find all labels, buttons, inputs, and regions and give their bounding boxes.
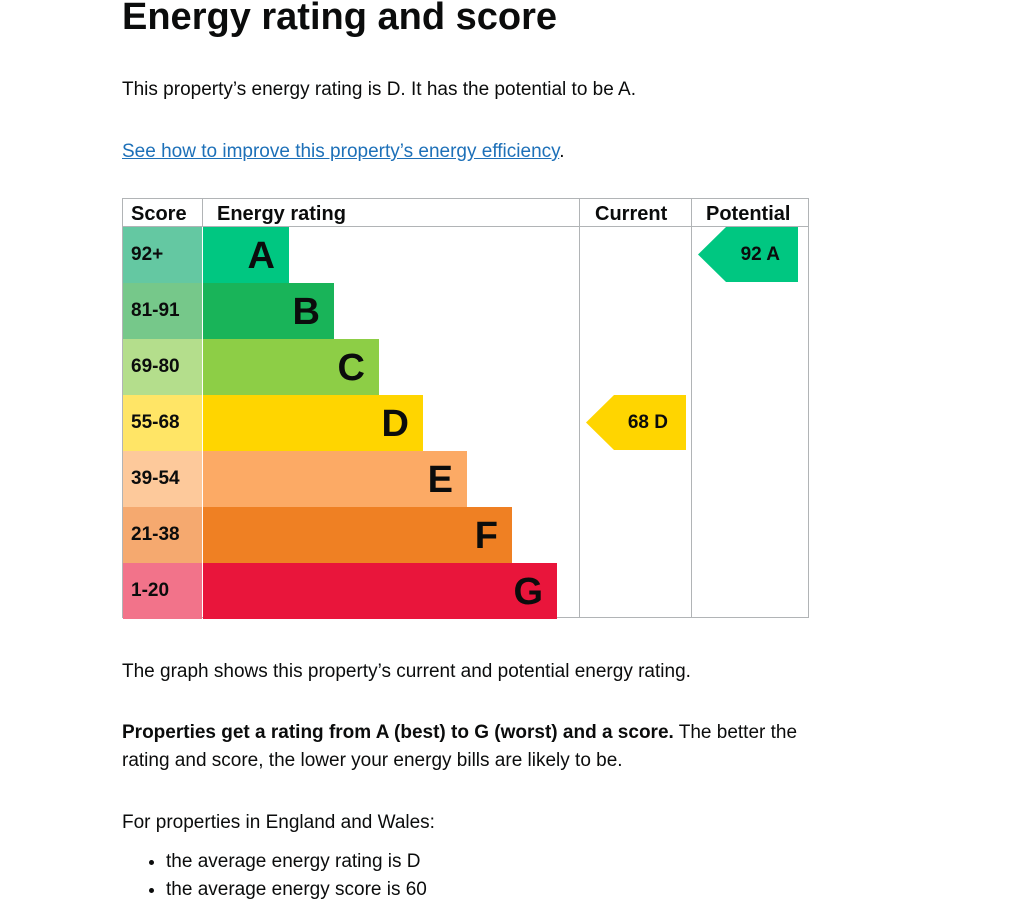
chart-header-row bbox=[123, 199, 808, 227]
rating-bar-f: F bbox=[203, 507, 512, 563]
score-band-d: 55-68 bbox=[123, 395, 202, 451]
header-energy-rating: Energy rating bbox=[217, 203, 346, 225]
score-band-g: 1-20 bbox=[123, 563, 202, 619]
divider bbox=[691, 199, 692, 617]
score-band-a: 92+ bbox=[123, 227, 202, 283]
score-band-f: 21-38 bbox=[123, 507, 202, 563]
list-item: the average energy rating is D bbox=[166, 848, 427, 876]
rating-bar-d: D bbox=[203, 395, 423, 451]
averages-list: the average energy rating is D the avera… bbox=[122, 848, 427, 904]
improve-link-paragraph: See how to improve this property’s energ… bbox=[122, 138, 565, 166]
link-suffix: . bbox=[559, 141, 565, 162]
rating-explanation: Properties get a rating from A (best) to… bbox=[122, 719, 822, 775]
score-band-e: 39-54 bbox=[123, 451, 202, 507]
current-rating-arrow: 68 D bbox=[586, 395, 686, 450]
header-score: Score bbox=[131, 203, 187, 225]
list-item: the average energy score is 60 bbox=[166, 876, 427, 904]
divider bbox=[579, 199, 580, 617]
rating-bar-g: G bbox=[203, 563, 557, 619]
rating-bold: Properties get a rating from A (best) to… bbox=[122, 722, 674, 743]
rating-bar-a: A bbox=[203, 227, 289, 283]
average-intro: For properties in England and Wales: bbox=[122, 812, 435, 833]
header-potential: Potential bbox=[706, 203, 791, 225]
rating-bar-b: B bbox=[203, 283, 334, 339]
rating-bar-c: C bbox=[203, 339, 379, 395]
graph-note: The graph shows this property’s current … bbox=[122, 661, 691, 682]
potential-rating-arrow: 92 A bbox=[698, 227, 798, 282]
score-band-c: 69-80 bbox=[123, 339, 202, 395]
divider bbox=[202, 199, 203, 227]
intro-text: This property’s energy rating is D. It h… bbox=[122, 79, 636, 100]
improve-link[interactable]: See how to improve this property’s energ… bbox=[122, 141, 560, 162]
header-current: Current bbox=[595, 203, 668, 225]
rating-rest: The better the rating and score, the low… bbox=[122, 722, 798, 771]
energy-rating-chart: Score Energy rating Current Potential 92… bbox=[122, 198, 809, 619]
page-title: Energy rating and score bbox=[122, 0, 558, 38]
score-band-b: 81-91 bbox=[123, 283, 202, 339]
rating-bar-e: E bbox=[203, 451, 467, 507]
